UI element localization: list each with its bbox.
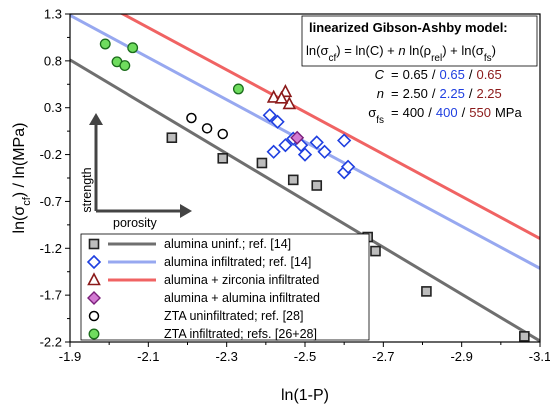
legend: alumina uninf.; ref. [14] alumina infilt… — [80, 233, 370, 341]
y-tick-label: 0.8 — [44, 53, 62, 68]
y-tick-label: -0.2 — [40, 147, 62, 162]
legend-marker-0 — [88, 238, 100, 250]
data-point-series-0-7 — [421, 286, 432, 297]
data-point-series-1-3 — [278, 138, 293, 153]
y-tick-label: -1.2 — [40, 241, 62, 256]
porosity-label: porosity — [113, 216, 158, 230]
model-line-red — [119, 14, 540, 240]
legend-marker-4 — [88, 310, 100, 322]
model-line-blue — [70, 14, 540, 270]
x-tick-label: -1.9 — [59, 349, 81, 364]
legend-label-zta-uninfiltrated: ZTA uninfiltrated; ref. [28] — [164, 309, 303, 323]
x-tick-label: -2.1 — [137, 349, 159, 364]
data-point-series-2-3 — [274, 90, 289, 104]
y-tick-label: 1.3 — [44, 7, 62, 22]
model-n-values: = 2.50/2.25/2.25 — [391, 86, 502, 101]
legend-label-alumina-uninf: alumina uninf.; ref. [14] — [164, 237, 291, 251]
legend-marker-1 — [86, 254, 102, 270]
legend-frame — [80, 233, 370, 341]
y-tick-label: -1.7 — [40, 288, 62, 303]
legend-marker-2 — [87, 272, 101, 286]
y-tick-label: -2.2 — [40, 335, 62, 350]
model-box: linearized Gibson-Ashby model: ln(σcf) =… — [301, 15, 538, 126]
data-point-series-0-8 — [519, 331, 530, 342]
strength-label: strength — [80, 167, 94, 212]
y-axis-title: ln(σcf) / ln(MPa) — [11, 123, 33, 234]
y-tick-label: -0.7 — [40, 194, 62, 209]
model-n-label: n — [377, 86, 384, 101]
model-sf-values: = 400/400/550 MPa — [391, 105, 522, 120]
strength-arrow-head — [89, 113, 103, 125]
data-point-series-4-1 — [201, 123, 213, 134]
x-axis-title: ln(1-P) — [281, 387, 329, 404]
data-point-series-0-6 — [370, 245, 381, 257]
x-tick-label: -2.9 — [450, 349, 472, 364]
model-equation: ln(σcf) = ln(C) + n ln(ρrel) + ln(σfs) — [306, 43, 496, 64]
data-point-series-2-0 — [266, 89, 281, 103]
y-tick-label: 0.3 — [44, 100, 62, 115]
legend-label-alumina-infiltrated: alumina infiltrated; ref. [14] — [164, 255, 311, 269]
legend-markers — [86, 238, 156, 340]
data-point-series-4-0 — [186, 112, 197, 124]
x-tick-label: -3.1 — [529, 349, 550, 364]
legend-label-alumina-alumina: alumina + alumina infiltrated — [164, 291, 320, 305]
x-tick-label: -2.3 — [215, 349, 237, 364]
data-point-series-5-3 — [127, 42, 139, 54]
porosity-arrow-head — [180, 204, 192, 218]
data-point-series-3-0 — [290, 130, 305, 145]
ticks-layer: -1.9 -2.1 -2.3 -2.5 -2.7 -2.9 -3.1 1.3 0.8 0.3 -0.… — [40, 7, 550, 365]
data-point-series-5-4 — [232, 83, 244, 95]
data-point-series-1-9 — [337, 133, 352, 148]
legend-marker-5 — [88, 328, 100, 340]
model-sf-label: σfs — [368, 105, 384, 126]
model-lines-layer — [70, 14, 540, 342]
data-point-series-1-1 — [270, 114, 285, 129]
data-point-series-0-3 — [287, 174, 299, 186]
model-c-values: = 0.65/0.65/0.65 — [391, 67, 502, 82]
model-c-label: C — [375, 67, 385, 82]
data-point-series-0-2 — [256, 157, 268, 169]
data-point-series-0-1 — [217, 153, 229, 164]
data-point-series-4-2 — [217, 128, 228, 140]
x-tick-label: -2.7 — [372, 349, 394, 364]
model-line-gray — [70, 58, 540, 342]
data-point-series-1-2 — [266, 144, 281, 159]
data-point-series-5-0 — [99, 38, 111, 50]
model-box-frame — [301, 15, 538, 67]
data-point-series-0-0 — [166, 132, 178, 144]
legend-label-alumina-zirconia: alumina + zirconia infiltrated — [164, 273, 319, 287]
data-point-series-1-7 — [309, 135, 324, 150]
legend-label-zta-infiltrated: ZTA infiltrated; refs. [26+28] — [164, 327, 317, 341]
x-tick-label: -2.5 — [294, 349, 316, 364]
data-point-series-5-2 — [119, 60, 131, 71]
data-point-series-1-8 — [317, 144, 332, 159]
data-point-series-1-11 — [340, 159, 356, 174]
data-point-series-1-6 — [297, 147, 313, 162]
data-point-series-0-4 — [311, 180, 323, 191]
model-title: linearized Gibson-Ashby model: — [309, 20, 508, 35]
data-point-series-1-0 — [262, 108, 277, 123]
legend-marker-3 — [87, 291, 101, 305]
direction-arrows: strength porosity — [80, 113, 192, 230]
data-points-layer — [99, 38, 530, 342]
